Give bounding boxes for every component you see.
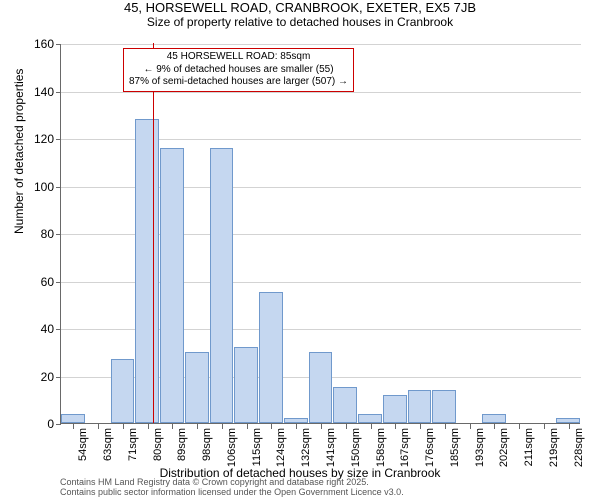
y-tick-label: 0	[24, 417, 54, 431]
footer-line-2: Contains public sector information licen…	[60, 488, 404, 498]
histogram-bar	[135, 119, 159, 423]
y-tick-mark	[56, 282, 61, 283]
y-tick-label: 40	[24, 322, 54, 336]
annotation-box: 45 HORSEWELL ROAD: 85sqm← 9% of detached…	[123, 48, 354, 92]
x-tick-label: 89sqm	[176, 428, 188, 461]
x-tick-mark	[321, 424, 322, 429]
y-tick-mark	[56, 329, 61, 330]
x-tick-label: 132sqm	[300, 428, 312, 467]
x-tick-mark	[73, 424, 74, 429]
x-tick-mark	[395, 424, 396, 429]
y-tick-label: 120	[24, 132, 54, 146]
histogram-bar	[408, 390, 432, 423]
x-tick-label: 202sqm	[498, 428, 510, 467]
x-tick-label: 158sqm	[375, 428, 387, 467]
x-tick-mark	[296, 424, 297, 429]
annotation-line: 45 HORSEWELL ROAD: 85sqm	[129, 51, 348, 64]
chart-subtitle: Size of property relative to detached ho…	[0, 15, 600, 29]
plot-area: 02040608010012014016054sqm63sqm71sqm80sq…	[60, 44, 580, 424]
gridline	[61, 92, 581, 93]
x-tick-label: 80sqm	[152, 428, 164, 461]
histogram-bar	[111, 359, 135, 423]
x-tick-label: 63sqm	[102, 428, 114, 461]
histogram-bar	[482, 414, 506, 424]
x-tick-mark	[371, 424, 372, 429]
x-tick-label: 71sqm	[127, 428, 139, 461]
x-tick-label: 228sqm	[573, 428, 585, 467]
y-tick-mark	[56, 424, 61, 425]
y-tick-label: 100	[24, 180, 54, 194]
x-tick-mark	[98, 424, 99, 429]
y-tick-mark	[56, 92, 61, 93]
x-tick-label: 167sqm	[399, 428, 411, 467]
chart-title: 45, HORSEWELL ROAD, CRANBROOK, EXETER, E…	[0, 0, 600, 15]
chart-area: 02040608010012014016054sqm63sqm71sqm80sq…	[60, 44, 580, 424]
annotation-line: 87% of semi-detached houses are larger (…	[129, 76, 348, 89]
x-tick-label: 193sqm	[474, 428, 486, 467]
x-tick-label: 219sqm	[548, 428, 560, 467]
histogram-bar	[234, 347, 258, 423]
gridline	[61, 44, 581, 45]
x-tick-mark	[420, 424, 421, 429]
x-tick-mark	[445, 424, 446, 429]
histogram-bar	[358, 414, 382, 424]
x-tick-mark	[197, 424, 198, 429]
x-tick-mark	[346, 424, 347, 429]
x-tick-mark	[569, 424, 570, 429]
x-tick-label: 185sqm	[449, 428, 461, 467]
histogram-bar	[556, 418, 580, 423]
y-tick-label: 140	[24, 85, 54, 99]
histogram-bar	[61, 414, 85, 424]
x-tick-label: 54sqm	[77, 428, 89, 461]
histogram-bar	[383, 395, 407, 424]
y-tick-mark	[56, 139, 61, 140]
y-tick-label: 80	[24, 227, 54, 241]
y-tick-mark	[56, 377, 61, 378]
x-tick-label: 141sqm	[325, 428, 337, 467]
x-tick-mark	[247, 424, 248, 429]
x-tick-label: 150sqm	[350, 428, 362, 467]
x-tick-label: 176sqm	[424, 428, 436, 467]
reference-marker-line	[153, 43, 154, 423]
x-tick-label: 98sqm	[201, 428, 213, 461]
y-tick-label: 160	[24, 37, 54, 51]
footer-attribution: Contains HM Land Registry data © Crown c…	[60, 478, 404, 498]
y-tick-label: 20	[24, 370, 54, 384]
histogram-bar	[259, 292, 283, 423]
x-tick-mark	[494, 424, 495, 429]
x-tick-mark	[271, 424, 272, 429]
histogram-bar	[185, 352, 209, 423]
annotation-line: ← 9% of detached houses are smaller (55)	[129, 64, 348, 77]
histogram-bar	[333, 387, 357, 423]
x-tick-label: 124sqm	[275, 428, 287, 467]
x-tick-label: 115sqm	[251, 428, 263, 466]
y-tick-mark	[56, 187, 61, 188]
x-tick-mark	[222, 424, 223, 429]
x-tick-label: 106sqm	[226, 428, 238, 467]
y-tick-mark	[56, 44, 61, 45]
x-tick-mark	[148, 424, 149, 429]
y-tick-mark	[56, 234, 61, 235]
x-tick-mark	[519, 424, 520, 429]
histogram-bar	[432, 390, 456, 423]
x-tick-mark	[470, 424, 471, 429]
histogram-bar	[160, 148, 184, 424]
histogram-bar	[210, 148, 234, 424]
x-tick-mark	[172, 424, 173, 429]
histogram-bar	[309, 352, 333, 423]
x-tick-mark	[544, 424, 545, 429]
x-tick-mark	[123, 424, 124, 429]
x-tick-label: 211sqm	[523, 428, 535, 466]
y-tick-label: 60	[24, 275, 54, 289]
histogram-bar	[284, 418, 308, 423]
